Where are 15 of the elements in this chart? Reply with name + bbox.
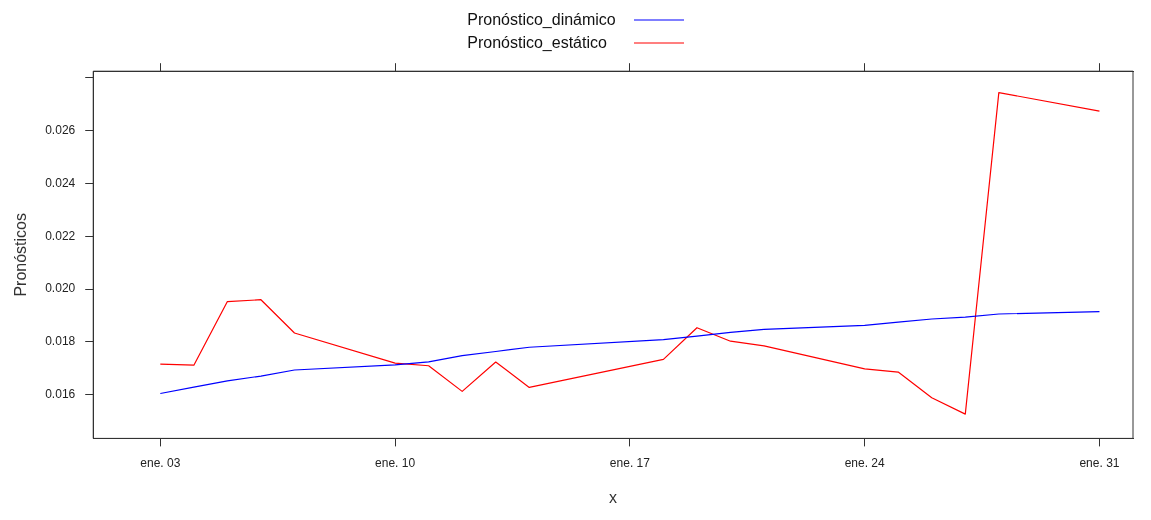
y-tick-label: 0.018 (45, 334, 76, 349)
x-tick-label: ene. 10 (375, 455, 416, 470)
x-tick-label: ene. 31 (1079, 455, 1120, 470)
y-tick-label: 0.024 (45, 175, 76, 190)
y-axis-title: Pronósticos (12, 213, 30, 297)
y-tick-label: 0.016 (45, 387, 76, 402)
y-tick-label: 0.026 (45, 122, 76, 137)
legend-label: Pronóstico_estático (467, 33, 608, 52)
x-tick-label: ene. 24 (844, 455, 886, 470)
y-tick-label: 0.020 (45, 281, 76, 296)
legend-label: Pronóstico_dinámico (467, 10, 616, 29)
x-tick-label: ene. 17 (609, 455, 651, 470)
x-axis-title: x (609, 488, 618, 506)
y-tick-label: 0.022 (45, 228, 76, 243)
x-tick-label: ene. 03 (140, 455, 181, 470)
